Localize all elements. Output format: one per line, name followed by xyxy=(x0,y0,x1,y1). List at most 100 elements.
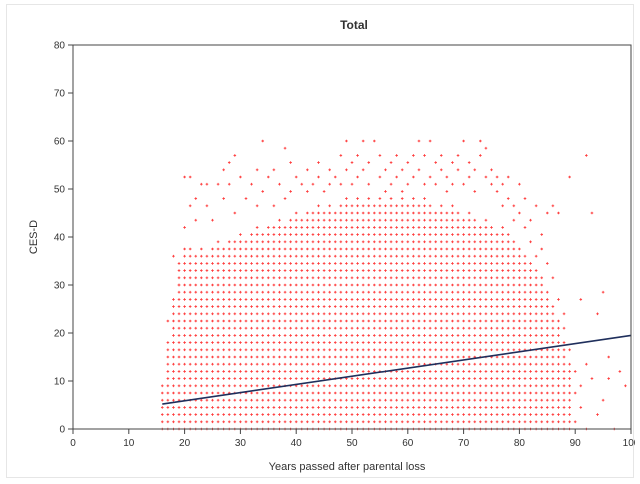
data-point xyxy=(222,398,225,402)
data-point xyxy=(333,298,337,301)
data-point xyxy=(428,226,432,229)
data-point xyxy=(534,377,538,380)
data-point xyxy=(451,377,454,380)
data-point xyxy=(216,362,220,366)
data-point xyxy=(328,182,331,186)
data-point xyxy=(211,413,214,416)
data-point xyxy=(456,211,460,215)
data-point xyxy=(172,398,175,402)
data-point xyxy=(445,420,449,424)
y-axis-label: CES-D xyxy=(28,220,40,254)
data-point xyxy=(345,298,348,301)
data-point xyxy=(177,384,181,388)
data-point xyxy=(317,254,320,258)
data-point xyxy=(222,283,225,287)
data-point xyxy=(367,161,371,164)
data-point xyxy=(239,420,242,424)
data-point xyxy=(417,240,421,244)
data-point xyxy=(562,326,566,330)
data-point xyxy=(534,384,538,388)
data-point xyxy=(311,398,315,402)
data-point xyxy=(239,413,242,416)
data-point xyxy=(523,226,527,229)
data-point xyxy=(534,398,538,402)
data-point xyxy=(451,298,454,301)
data-point xyxy=(378,269,382,272)
data-point xyxy=(172,391,175,395)
data-point xyxy=(395,218,398,222)
data-point xyxy=(211,377,214,380)
data-point xyxy=(233,276,237,280)
data-point xyxy=(172,420,175,424)
data-point xyxy=(412,370,415,373)
data-point xyxy=(406,269,410,272)
data-point xyxy=(501,233,504,236)
data-point xyxy=(562,420,566,424)
data-point xyxy=(601,290,605,294)
data-point xyxy=(523,319,527,323)
data-point xyxy=(300,355,304,359)
data-point xyxy=(267,384,270,388)
data-point xyxy=(506,362,510,366)
data-point xyxy=(373,312,376,316)
data-point xyxy=(272,341,276,344)
data-point xyxy=(200,319,203,323)
data-point xyxy=(406,355,410,359)
data-point xyxy=(462,276,465,280)
data-point xyxy=(479,326,482,330)
data-point xyxy=(557,370,560,373)
data-point xyxy=(456,305,460,308)
data-point xyxy=(272,413,276,416)
data-point xyxy=(367,283,371,287)
data-point xyxy=(512,254,516,258)
data-point xyxy=(479,154,482,157)
data-point xyxy=(261,139,265,143)
data-point xyxy=(188,204,192,208)
data-point xyxy=(400,240,404,244)
data-point xyxy=(211,362,214,366)
x-tick-label: 90 xyxy=(570,438,582,449)
data-point xyxy=(562,398,566,402)
data-point xyxy=(462,240,465,244)
data-point xyxy=(244,326,248,330)
data-point xyxy=(456,398,460,402)
data-point xyxy=(562,362,566,366)
data-point xyxy=(211,370,214,373)
data-point xyxy=(233,283,237,287)
data-point xyxy=(188,341,192,344)
data-point xyxy=(339,269,343,272)
data-point xyxy=(322,341,326,344)
data-point xyxy=(495,413,499,416)
data-point xyxy=(255,168,259,172)
fit-line xyxy=(162,334,632,405)
data-point xyxy=(233,355,237,359)
data-point xyxy=(395,362,398,366)
data-point xyxy=(529,370,532,373)
data-point xyxy=(512,341,516,344)
data-point xyxy=(423,262,426,265)
data-point xyxy=(456,312,460,316)
data-point xyxy=(339,341,343,344)
data-point xyxy=(439,168,443,172)
data-point xyxy=(300,254,304,258)
data-point xyxy=(389,420,393,424)
data-point xyxy=(462,305,465,308)
data-point xyxy=(233,362,237,366)
data-point xyxy=(205,269,209,272)
data-point xyxy=(172,305,175,308)
data-point xyxy=(278,290,281,294)
data-point xyxy=(423,406,426,409)
data-point xyxy=(322,233,326,236)
data-point xyxy=(512,262,516,265)
data-point xyxy=(244,197,248,200)
data-point xyxy=(428,175,432,179)
data-point xyxy=(261,341,265,344)
data-point xyxy=(373,406,376,409)
data-point xyxy=(172,326,175,330)
data-point xyxy=(222,247,225,251)
data-point xyxy=(406,348,410,352)
data-point xyxy=(417,247,421,251)
data-point xyxy=(490,298,493,301)
data-point xyxy=(211,290,214,294)
data-point xyxy=(317,247,320,251)
